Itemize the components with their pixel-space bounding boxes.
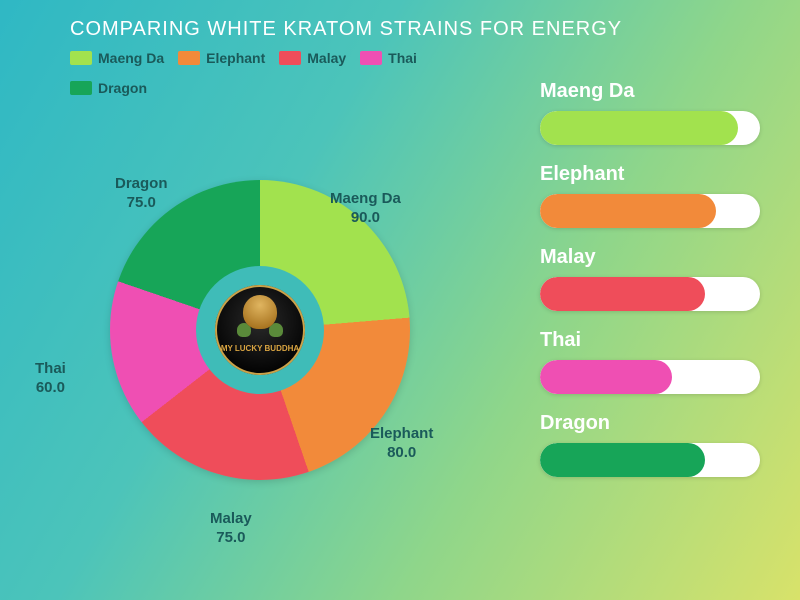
bar-label: Thai xyxy=(540,329,760,352)
legend: Maeng Da Elephant Malay Thai Dragon xyxy=(70,50,490,96)
legend-label: Dragon xyxy=(98,80,147,96)
bar-fill xyxy=(540,360,672,394)
slice-label: Elephant80.0 xyxy=(370,425,433,463)
chart-title: COMPARING WHITE KRATOM STRAINS FOR ENERG… xyxy=(70,18,622,41)
bar-fill xyxy=(540,111,738,145)
legend-label: Malay xyxy=(307,50,346,66)
legend-swatch xyxy=(360,51,382,65)
legend-item: Elephant xyxy=(178,50,265,66)
bar-group: Thai xyxy=(540,329,760,394)
bar-fill xyxy=(540,277,705,311)
legend-label: Thai xyxy=(388,50,417,66)
legend-swatch xyxy=(70,51,92,65)
bar-group: Dragon xyxy=(540,412,760,477)
legend-label: Elephant xyxy=(206,50,265,66)
bar-track xyxy=(540,111,760,145)
legend-item: Malay xyxy=(279,50,346,66)
bar-label: Dragon xyxy=(540,412,760,435)
legend-swatch xyxy=(178,51,200,65)
bar-label: Maeng Da xyxy=(540,80,760,103)
bar-track xyxy=(540,194,760,228)
bar-group: Elephant xyxy=(540,163,760,228)
legend-label: Maeng Da xyxy=(98,50,164,66)
logo-badge: MY LUCKY BUDDHA xyxy=(215,285,305,375)
bar-fill xyxy=(540,194,716,228)
bar-label: Elephant xyxy=(540,163,760,186)
legend-item: Maeng Da xyxy=(70,50,164,66)
legend-item: Thai xyxy=(360,50,417,66)
slice-label: Maeng Da90.0 xyxy=(330,190,401,228)
slice-label: Dragon75.0 xyxy=(115,175,168,213)
bar-panel: Maeng Da Elephant Malay Thai Dragon xyxy=(540,80,760,477)
slice-label: Thai60.0 xyxy=(35,360,66,398)
legend-item: Dragon xyxy=(70,80,147,96)
bar-label: Malay xyxy=(540,246,760,269)
legend-swatch xyxy=(70,81,92,95)
bar-group: Malay xyxy=(540,246,760,311)
donut-chart: MY LUCKY BUDDHA Maeng Da90.0 Elephant80.0… xyxy=(40,110,480,550)
donut-hole: MY LUCKY BUDDHA xyxy=(196,266,324,394)
bar-track xyxy=(540,360,760,394)
bar-track xyxy=(540,443,760,477)
logo-text: MY LUCKY BUDDHA xyxy=(221,345,299,354)
bar-track xyxy=(540,277,760,311)
legend-swatch xyxy=(279,51,301,65)
bar-fill xyxy=(540,443,705,477)
bar-group: Maeng Da xyxy=(540,80,760,145)
slice-label: Malay75.0 xyxy=(210,510,252,548)
